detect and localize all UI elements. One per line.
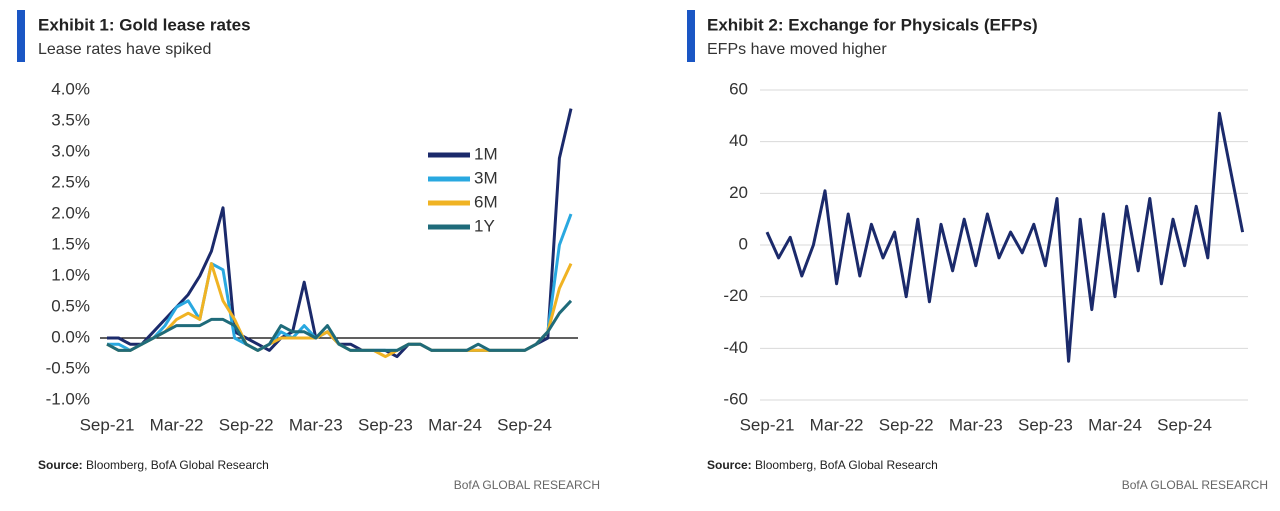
- legend-label: 3M: [474, 168, 498, 187]
- x-tick-label: Mar-22: [150, 415, 204, 434]
- chart-title: Exhibit 2: Exchange for Physicals (EFPs): [707, 15, 1038, 34]
- footer: BofA GLOBAL RESEARCH: [1122, 478, 1268, 492]
- source-label: Source:: [38, 458, 83, 472]
- x-tick-label: Mar-24: [428, 415, 482, 434]
- chart-title: Exhibit 1: Gold lease rates: [38, 15, 251, 34]
- x-tick-label: Mar-22: [810, 415, 864, 434]
- source-label: Source:: [707, 458, 752, 472]
- source-text: Bloomberg, BofA Global Research: [755, 458, 938, 472]
- y-tick-label: 4.0%: [51, 79, 90, 98]
- y-tick-label: 20: [729, 183, 748, 202]
- title-bar: [687, 10, 695, 62]
- x-tick-label: Sep-24: [1157, 415, 1212, 434]
- y-tick-label: -1.0%: [46, 389, 90, 408]
- source: Source: Bloomberg, BofA Global Research: [38, 458, 269, 472]
- x-tick-label: Mar-23: [289, 415, 343, 434]
- source: Source: Bloomberg, BofA Global Research: [707, 458, 938, 472]
- y-tick-label: 2.0%: [51, 203, 90, 222]
- x-tick-label: Sep-21: [80, 415, 135, 434]
- y-tick-label: -0.5%: [46, 358, 90, 377]
- chart-subtitle: EFPs have moved higher: [707, 41, 887, 58]
- series-line: [765, 111, 1245, 363]
- legend-label: 1M: [474, 144, 498, 163]
- x-tick-label: Sep-21: [740, 415, 795, 434]
- legend-label: 6M: [474, 192, 498, 211]
- x-tick-label: Mar-23: [949, 415, 1003, 434]
- series-line: [107, 213, 573, 352]
- legend-label: 1Y: [474, 216, 495, 235]
- series-line: [106, 299, 573, 352]
- y-tick-label: 40: [729, 131, 748, 150]
- y-tick-label: 0: [739, 234, 748, 253]
- y-tick-label: 3.0%: [51, 141, 90, 160]
- x-tick-label: Sep-22: [879, 415, 934, 434]
- y-tick-label: -60: [723, 389, 748, 408]
- x-tick-label: Sep-22: [219, 415, 274, 434]
- x-tick-label: Sep-23: [1018, 415, 1073, 434]
- y-tick-label: -40: [723, 338, 748, 357]
- source-text: Bloomberg, BofA Global Research: [86, 458, 269, 472]
- y-tick-label: 1.0%: [51, 265, 90, 284]
- chart-subtitle: Lease rates have spiked: [38, 41, 211, 58]
- y-tick-label: 60: [729, 79, 748, 98]
- x-tick-label: Sep-23: [358, 415, 413, 434]
- title-bar: [17, 10, 25, 62]
- footer: BofA GLOBAL RESEARCH: [454, 478, 600, 492]
- y-tick-label: -20: [723, 286, 748, 305]
- y-tick-label: 1.5%: [51, 234, 90, 253]
- y-tick-label: 0.0%: [51, 327, 90, 346]
- y-tick-label: 2.5%: [51, 172, 90, 191]
- x-tick-label: Sep-24: [497, 415, 552, 434]
- y-tick-label: 0.5%: [51, 296, 90, 315]
- x-tick-label: Mar-24: [1088, 415, 1142, 434]
- y-tick-label: 3.5%: [51, 110, 90, 129]
